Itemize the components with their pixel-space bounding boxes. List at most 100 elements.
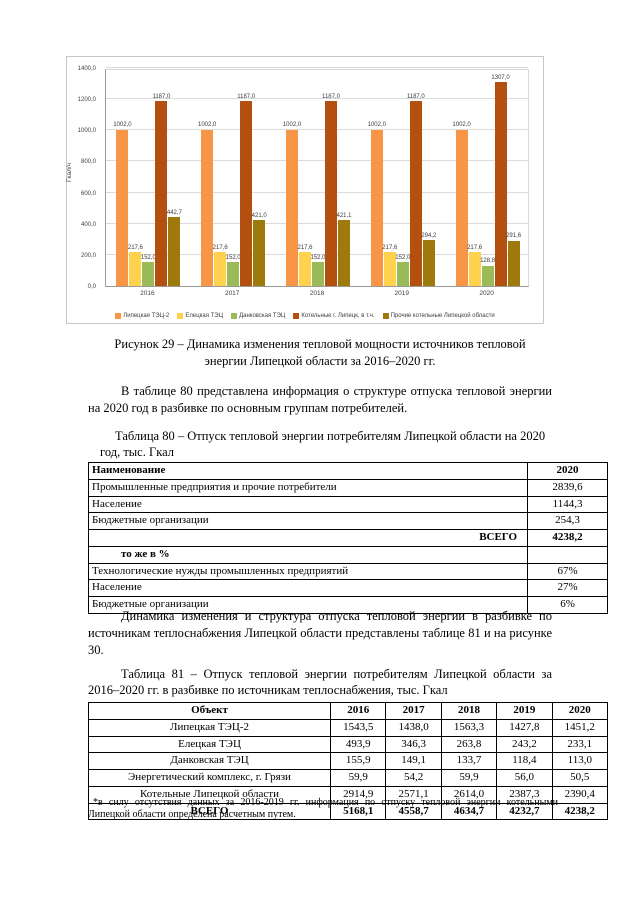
table-cell: 1543,5	[329, 718, 387, 737]
x-axis-tick: 2018	[309, 290, 325, 297]
bar	[214, 252, 227, 286]
legend-swatch-icon	[293, 313, 300, 319]
table-header-row: Наименование 2020	[87, 462, 608, 480]
table-cell: Население	[87, 579, 529, 597]
table-cell: Липецкая ТЭЦ-2	[88, 718, 331, 737]
bar-value-label: 421,1	[336, 212, 352, 219]
bar	[286, 129, 298, 286]
table-cell: Энергетический комплекс, г. Грязи	[88, 769, 331, 787]
x-axis-tick: 2016	[140, 290, 155, 297]
table-cell: 149,1	[385, 752, 442, 770]
table-cell: 243,2	[496, 735, 553, 754]
table-cell: 493,9	[329, 735, 387, 754]
bar-value-label: 217,6	[212, 244, 228, 251]
table-cell	[527, 545, 608, 564]
legend-label: Елецкая ТЭЦ	[185, 313, 224, 319]
bar	[370, 129, 383, 286]
y-axis-tick: 800,0	[80, 159, 96, 166]
table-80-caption-line: год, тыс. Гкал	[100, 445, 174, 459]
bar	[494, 82, 507, 286]
table-cell: 254,3	[527, 512, 608, 530]
table-row: то же в %	[87, 545, 608, 564]
table-row: Данковская ТЭЦ 155,9 149,1 133,7 118,4 113,0	[88, 752, 609, 770]
table-cell: 2390,4	[551, 785, 609, 804]
table-cell: Население	[87, 495, 529, 514]
y-axis-tick: 1400,0	[77, 66, 96, 72]
bar-value-label: 294,2	[421, 232, 437, 239]
bar	[507, 240, 520, 286]
y-axis-tick: 1000,0	[77, 128, 96, 135]
table-row: Население 1144,3	[87, 495, 608, 514]
table-cell: 56,0	[496, 769, 553, 787]
legend-swatch-icon	[115, 313, 122, 319]
table-cell: Данковская ТЭЦ	[88, 752, 331, 770]
table-cell: то же в %	[87, 545, 529, 564]
gridline	[106, 253, 528, 255]
table-cell: 113,0	[551, 752, 609, 770]
paragraph-table81-intro: Динамика изменения и структура отпуска т…	[88, 609, 552, 657]
bar	[422, 240, 435, 286]
column-header: 2019	[496, 702, 553, 720]
figure-caption-line: энергии Липецкой области за 2016–2020 гг…	[204, 354, 436, 368]
bar-value-label: 1187,0	[237, 93, 256, 100]
bar	[201, 129, 214, 286]
table-row: Технологические нужды промышленных предп…	[87, 562, 608, 581]
bar	[338, 220, 350, 286]
table-cell: 346,3	[385, 735, 442, 754]
table-row: Население 27%	[87, 579, 608, 597]
column-header: 2018	[440, 702, 498, 720]
table-81-caption: Таблица 81 – Отпуск тепловой энергии пот…	[88, 666, 552, 698]
table-cell: Бюджетные организации	[87, 512, 529, 530]
figure-29-chart: Гкал/ч 1002,0 217,6 152,0 1187,0 442,7 1002,0…	[66, 56, 544, 324]
table-cell: 59,9	[440, 769, 498, 787]
legend-label: Прочие котельные Липецкой области	[390, 313, 495, 319]
legend-item: Прочие котельные Липецкой области	[382, 313, 495, 319]
table-cell: 4238,2	[527, 529, 608, 547]
gridline	[106, 222, 528, 224]
table-cell: 263,8	[440, 735, 498, 754]
bar-value-label: 1187,0	[406, 93, 425, 100]
table-cell: Елецкая ТЭЦ	[88, 735, 331, 754]
legend-swatch-icon	[231, 313, 238, 319]
y-axis-title: Гкал/ч	[66, 162, 74, 183]
bar-value-label: 1002,0	[198, 122, 217, 129]
table-row: Липецкая ТЭЦ-2 1543,5 1438,0 1563,3 1427,8 14…	[88, 718, 609, 737]
bar-value-label: 1002,0	[367, 122, 386, 129]
bar	[481, 265, 494, 286]
column-header: 2020	[551, 702, 609, 720]
bar-value-label: 217,6	[127, 244, 143, 251]
bar-value-label: 421,0	[251, 212, 267, 219]
bar-value-label: 1307,0	[491, 74, 510, 81]
bar	[396, 262, 409, 286]
column-header: 2016	[329, 702, 387, 720]
bar-value-label: 217,6	[382, 244, 398, 251]
chart-frame: Гкал/ч 1002,0 217,6 152,0 1187,0 442,7 1002,0…	[66, 56, 544, 324]
legend-item: Данковская ТЭЦ	[231, 313, 285, 319]
bar-value-label: 152,0	[140, 254, 156, 261]
y-axis-tick: 400,0	[80, 221, 96, 228]
chart-legend: Липецкая ТЭЦ-2 Елецкая ТЭЦ Данковская ТЭЦ К…	[67, 313, 543, 319]
table-81: Объект 2016 2017 2018 2019 2020 Липецкая ТЭЦ-…	[88, 702, 609, 821]
bar	[227, 262, 240, 286]
bar-value-label: 217,6	[467, 244, 483, 251]
legend-label: Липецкая ТЭЦ-2	[123, 313, 170, 319]
y-axis-tick: 600,0	[80, 190, 96, 197]
figure-caption-line: Рисунок 29 – Динамика изменения тепловой…	[114, 337, 526, 351]
table-cell: 1144,3	[527, 495, 608, 514]
y-axis-tick: 200,0	[80, 252, 96, 259]
gridline	[106, 191, 528, 193]
table-80-caption-line: Таблица 80 – Отпуск тепловой энергии пот…	[115, 429, 546, 443]
bar	[253, 220, 266, 286]
table-80-caption: Таблица 80 – Отпуск тепловой энергии пот…	[100, 428, 608, 460]
bar	[116, 129, 129, 286]
bar-value-label: 1002,0	[113, 122, 132, 129]
table-cell: 2839,6	[527, 478, 608, 497]
bar-value-label: 1002,0	[452, 122, 471, 129]
bar	[383, 252, 396, 286]
bar	[455, 129, 468, 286]
bar	[299, 252, 311, 286]
table-cell: 27%	[527, 579, 608, 597]
table-row: Энергетический комплекс, г. Грязи 59,9 54,…	[88, 769, 609, 787]
table-80: Наименование 2020 Промышленные предприят…	[87, 462, 608, 614]
legend-label: Данковская ТЭЦ	[239, 313, 286, 319]
